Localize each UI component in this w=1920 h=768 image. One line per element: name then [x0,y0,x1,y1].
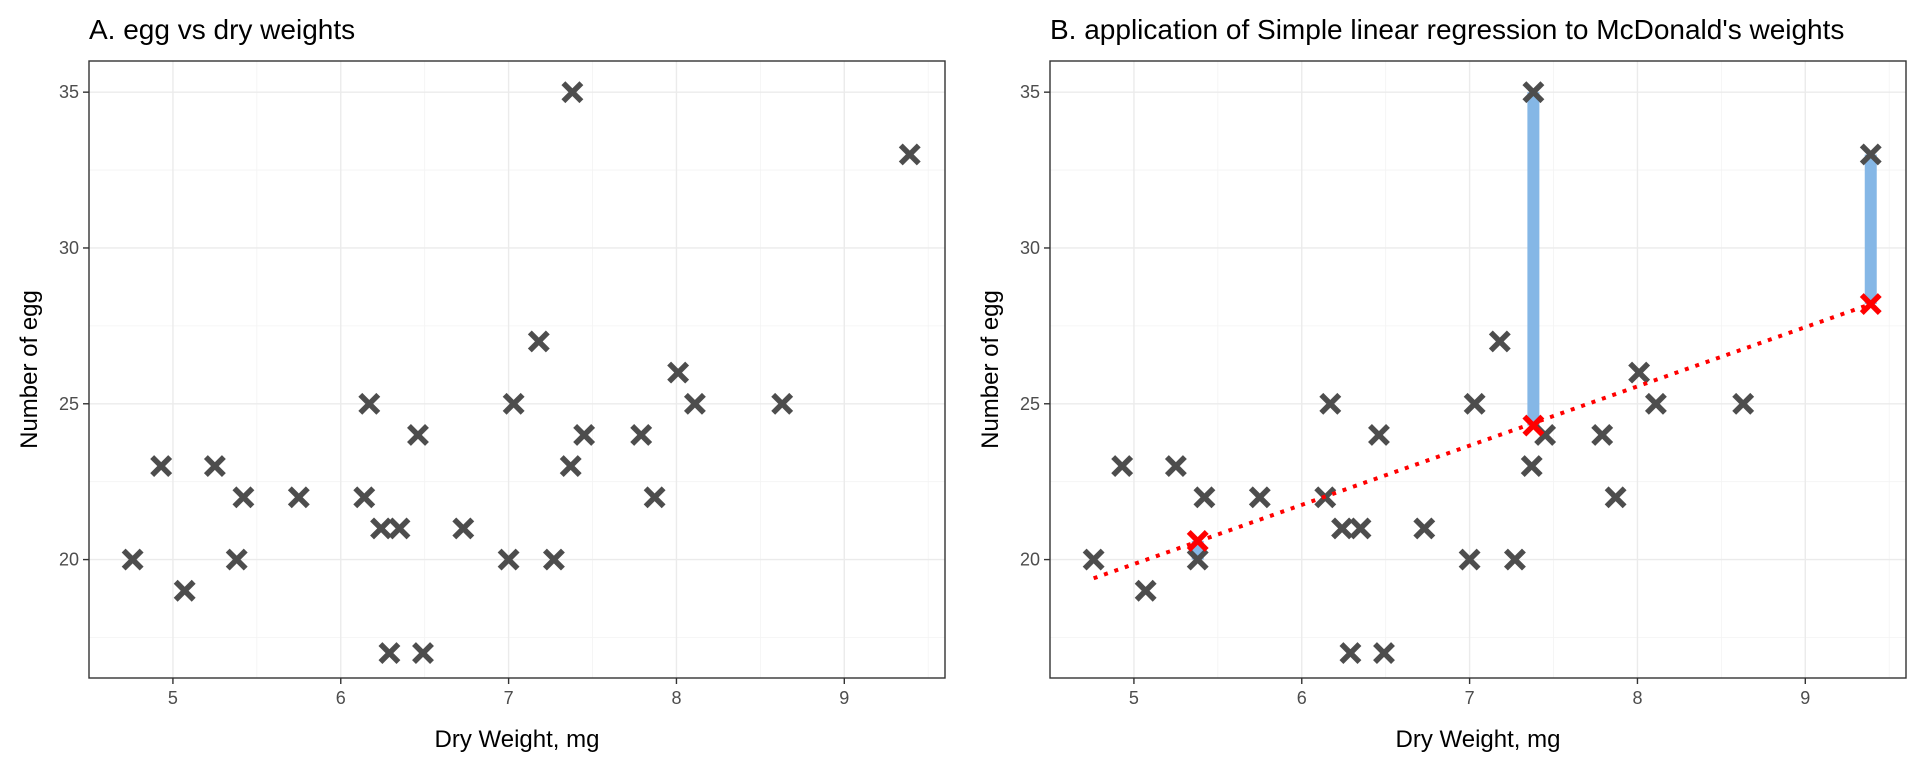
panel-b-data-point [1458,548,1481,571]
panel-a-data-point [388,517,411,540]
panel-a-y-axis-title: Number of egg [16,290,43,449]
panel-b-data-point [1248,486,1271,509]
panel-b-data-point [1628,361,1651,384]
panel-a-y-tick-label: 25 [59,394,79,414]
panel-b-data-point [1319,392,1342,415]
panel-a-data-point [898,143,921,166]
panel-b-fitted-point [1186,529,1209,552]
panel-a-data-point [203,455,226,478]
panel-a-x-tick-label: 7 [504,688,514,708]
panel-b-axes: 5 6 7 8 9 20 25 30 35 [1020,82,1810,708]
panel-b-grid [1049,61,1906,678]
panel-b-data-point [1520,455,1543,478]
panel-a-frame [88,60,946,679]
panel-a-axes: 5 6 7 8 9 20 25 30 35 [59,82,849,708]
panel-b-data-point [1331,517,1353,540]
panel-a-data-point [407,423,429,446]
panel-b-y-tick-label: 30 [1020,238,1040,258]
panel-b-data-point [1644,392,1667,415]
panel-a-data-point [561,81,584,104]
panel-a-y-tick-label: 30 [59,238,79,258]
panel-a-y-tick-label: 20 [59,550,79,570]
panel-a-data-point [683,392,706,415]
panel-a-chart: A. egg vs dry weights 5 6 7 8 9 20 25 30 35 Dry … [16,14,946,753]
panel-b-data-point [1349,517,1372,540]
panel-a-x-tick-label: 5 [168,688,178,708]
panel-b-data-point [1193,486,1216,509]
panel-a-data-point [643,486,666,509]
panel-b-regression-line [1092,302,1872,581]
panel-b-x-tick-label: 9 [1800,688,1810,708]
panel-a-data-point [452,517,475,540]
panel-b-data-point [1522,81,1545,104]
panel-b-data-point [1164,455,1187,478]
panel-a-data-point [173,579,196,602]
panel-b-data-point [1604,486,1627,509]
panel-b-y-tick-label: 25 [1020,394,1040,414]
panel-a-data-point [527,330,550,353]
panel-b-x-tick-label: 5 [1129,688,1139,708]
panel-b-data-point [1373,642,1395,665]
panel-b-data-point [1134,579,1157,602]
panel-b-data-point [1503,548,1526,571]
panel-b-fitted-point [1859,293,1882,316]
panel-a-data-point [232,486,255,509]
panel-a-data-point [497,548,520,571]
panel-a-data-point [667,361,690,384]
panel-a-data-point [573,423,596,446]
panel-a-x-tick-label: 8 [671,688,681,708]
panel-a-title: A. egg vs dry weights [89,14,355,45]
panel-b-data-point [1488,330,1511,353]
panel-b-data-point [1111,455,1134,478]
panel-b-data-point [1732,392,1755,415]
panel-a-data-point [353,486,376,509]
panel-b-y-tick-label: 35 [1020,82,1040,102]
panel-a-x-tick-label: 9 [839,688,849,708]
panel-a-data-point [150,455,173,478]
panel-b-fitted-point [1522,414,1545,437]
panel-a-data-point [630,423,653,446]
panel-b-data-point [1591,423,1614,446]
panel-b-y-tick-label: 20 [1020,550,1040,570]
panel-b-data-point [1463,392,1486,415]
panel-b-y-axis-title: Number of egg [977,290,1004,449]
panel-a-data-point [370,517,392,540]
panel-b-x-axis-title: Dry Weight, mg [1396,726,1561,753]
panel-a-data-point [121,548,144,571]
panel-b-x-tick-label: 8 [1632,688,1642,708]
panel-a-data-point [358,392,381,415]
panel-a-data-point [559,455,582,478]
panel-b-frame [1049,60,1907,679]
panel-a-grid [88,61,945,678]
panel-b-x-tick-label: 7 [1465,688,1475,708]
panel-a-data-point [412,642,434,665]
panel-b-marks [1082,81,1882,665]
panel-b-data-point [1413,517,1436,540]
panel-a-x-tick-label: 6 [336,688,346,708]
panel-a-data-point [502,392,525,415]
panel-b-data-point [1859,143,1882,166]
panel-a-y-tick-label: 35 [59,82,79,102]
panel-a-marks [121,81,921,665]
panel-b-data-point [1368,423,1390,446]
panel-a-x-axis-title: Dry Weight, mg [435,726,600,753]
panel-a-data-point [542,548,565,571]
panel-b-title: B. application of Simple linear regressi… [1050,14,1844,45]
panel-b-data-point [1082,548,1105,571]
panel-a-data-point [287,486,310,509]
panel-b-data-point [1339,642,1362,665]
panel-b-x-tick-label: 6 [1297,688,1307,708]
panel-b-chart: B. application of Simple linear regressi… [977,14,1907,753]
panel-a-data-point [771,392,794,415]
panel-b-data-point [1186,548,1209,571]
panel-a-data-point [378,642,401,665]
panel-a-data-point [225,548,248,571]
